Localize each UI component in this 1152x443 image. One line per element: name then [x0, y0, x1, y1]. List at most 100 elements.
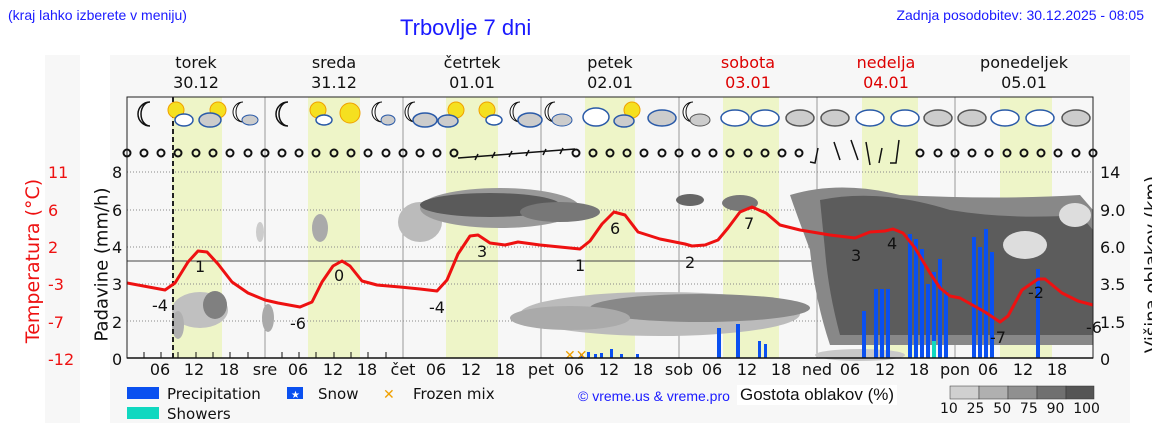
sun-cloud-icon — [478, 101, 503, 126]
moon-cloud-icon — [509, 101, 543, 128]
precip-tick: 6 — [112, 201, 123, 220]
svg-text:★: ★ — [291, 390, 300, 401]
svg-text:-4: -4 — [152, 296, 168, 315]
x-tick: 06 — [701, 360, 723, 379]
day-label: sobota 03.01 — [720, 53, 776, 92]
x-tick: ned — [801, 360, 833, 379]
temp-tick: -3 — [48, 275, 64, 294]
frozen-mix-marker: ✕✕ — [564, 348, 587, 364]
sun-cloud-rain-icon — [613, 101, 641, 128]
sun-cloud-snow-icon — [198, 101, 227, 128]
x-tick: 18 — [908, 360, 930, 379]
x-tick: 18 — [218, 360, 240, 379]
weather-icons — [137, 101, 1091, 128]
x-tick: 06 — [977, 360, 999, 379]
cloud-rain-icon — [750, 109, 780, 127]
svg-text:-7: -7 — [990, 328, 1006, 347]
cloud-sleet-icon — [720, 109, 750, 127]
sun-cloud-icon — [167, 101, 194, 127]
legend-precipitation: Precipitation — [167, 385, 261, 403]
sun-icon — [339, 102, 361, 124]
wind-row — [122, 148, 1098, 158]
temp-tick: 11 — [48, 163, 69, 182]
density-tick: 75 — [1019, 401, 1038, 417]
density-tick: 50 — [993, 401, 1012, 417]
density-tick: 10 — [940, 401, 958, 417]
location-menu-hint[interactable]: (kraj lahko izberete v meniju) — [8, 7, 187, 23]
cloud-density-scale — [949, 385, 1095, 400]
day-label: petek 02.01 — [587, 53, 633, 92]
day-label: nedelja 04.01 — [856, 53, 916, 92]
cloud-snow-icon — [890, 109, 920, 127]
moon-cloud-icon — [371, 101, 396, 126]
x-axis: 06 12 18 sre 06 12 18 čet 06 12 18 pet 0… — [0, 360, 1152, 380]
cloud-icon — [785, 109, 815, 127]
density-tick: 25 — [966, 401, 985, 417]
day-label: četrtek 01.01 — [443, 53, 501, 92]
moon-icon — [275, 101, 289, 127]
cloud-sleet-icon — [582, 107, 610, 127]
cloud-tick: 1.5 — [1100, 313, 1126, 332]
last-update: Zadnja posodobitev: 30.12.2025 - 08:05 — [896, 7, 1144, 23]
cloud-snow-icon — [647, 109, 677, 127]
temp-tick: 2 — [48, 238, 59, 257]
svg-text:-6: -6 — [1086, 318, 1102, 337]
cloud-density-ticks: 10 25 50 75 90 100 — [940, 401, 1100, 417]
frozen-mix-swatch: ✕ — [383, 387, 395, 403]
precip-tick: 3 — [112, 275, 123, 294]
sun-cloud-icon — [437, 101, 465, 128]
x-tick: 12 — [736, 360, 758, 379]
sun-cloud-icon — [309, 101, 333, 126]
svg-text:0: 0 — [334, 266, 344, 285]
x-tick: 18 — [1046, 360, 1068, 379]
x-tick: 12 — [1012, 360, 1034, 379]
svg-text:6: 6 — [610, 219, 620, 238]
x-tick: sob — [664, 360, 694, 379]
precip-tick: 0 — [112, 350, 123, 369]
copyright-link[interactable]: © vreme.us & vreme.pro — [578, 388, 730, 404]
temperature-axis-panel — [45, 55, 80, 423]
moon-icon — [137, 101, 151, 127]
x-tick: 06 — [425, 360, 447, 379]
svg-text:-4: -4 — [429, 298, 445, 317]
svg-text:3: 3 — [477, 242, 487, 261]
moon-cloud-snow-icon — [544, 101, 573, 127]
x-tick: 06 — [287, 360, 309, 379]
cloud-tick: 6.0 — [1100, 238, 1126, 257]
x-tick: 18 — [770, 360, 792, 379]
day-label: ponedeljek 05.01 — [980, 53, 1068, 92]
cloud-density-title: Gostota oblakov (%) — [737, 385, 898, 405]
temp-tick: -12 — [48, 350, 75, 369]
cloud-icon — [1061, 109, 1091, 127]
svg-text:1: 1 — [575, 256, 585, 275]
legend-snow: Snow — [318, 385, 359, 403]
x-tick: 12 — [460, 360, 482, 379]
cloud-sleet-icon — [855, 109, 885, 127]
cloud-snow-icon — [923, 109, 953, 127]
day-label: torek 30.12 — [173, 53, 219, 92]
snow-swatch — [287, 387, 303, 399]
cloud-icon — [820, 109, 850, 127]
x-tick: 18 — [632, 360, 654, 379]
precip-tick: 2 — [112, 313, 123, 332]
moon-cloud-icon — [232, 101, 259, 126]
cloud-tick: 14 — [1100, 163, 1121, 182]
svg-text:-6: -6 — [290, 314, 306, 333]
svg-text:7: 7 — [744, 214, 754, 233]
precipitation-bars — [580, 229, 1040, 358]
day-label: sreda 31.12 — [311, 53, 357, 92]
density-tick: 100 — [1073, 401, 1100, 417]
precip-tick: 4 — [112, 238, 123, 257]
showers-bar — [932, 341, 936, 358]
x-tick: 06 — [839, 360, 861, 379]
cloud-tick: 3.5 — [1100, 275, 1126, 294]
precipitation-swatch — [127, 387, 159, 399]
temp-tick: 6 — [48, 201, 59, 220]
legend-showers: Showers — [167, 405, 231, 423]
svg-text:2: 2 — [685, 253, 695, 272]
cloud-icon — [990, 109, 1020, 127]
x-tick: 06 — [563, 360, 585, 379]
x-tick: 18 — [494, 360, 516, 379]
x-tick: sre — [252, 360, 278, 379]
